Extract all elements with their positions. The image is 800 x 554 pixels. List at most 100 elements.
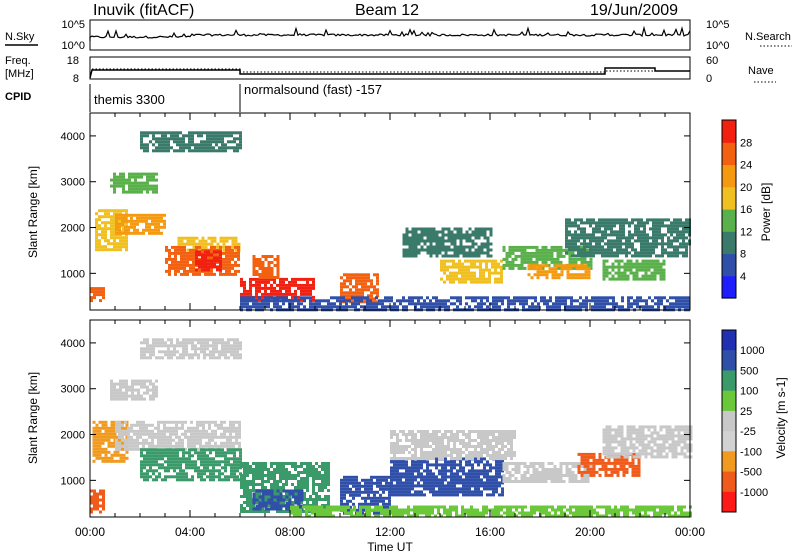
heatmap-cell xyxy=(243,299,246,303)
heatmap-cell xyxy=(571,257,575,261)
heatmap-cell xyxy=(224,460,227,464)
heatmap-cell xyxy=(134,394,137,398)
heatmap-cell xyxy=(477,233,481,237)
heatmap-cell xyxy=(210,236,214,240)
heatmap-cell xyxy=(168,263,171,267)
heatmap-cell xyxy=(236,350,239,354)
nsky-right-tick-top: 10^5 xyxy=(706,19,730,31)
heatmap-cell xyxy=(149,175,152,179)
heatmap-cell xyxy=(343,487,346,491)
heatmap-cell xyxy=(142,228,145,232)
heatmap-cell xyxy=(405,230,409,234)
heatmap-cell xyxy=(183,236,187,240)
heatmap-cell xyxy=(327,498,330,501)
heatmap-cell xyxy=(607,218,610,222)
heatmap-cell xyxy=(586,248,590,252)
heatmap-cell xyxy=(595,221,598,225)
heatmap-cell xyxy=(184,429,187,433)
heatmap-cell xyxy=(165,269,168,273)
heatmap-cell xyxy=(346,291,349,295)
heatmap-cell xyxy=(188,137,191,141)
heatmap-cell xyxy=(258,283,261,287)
heatmap-cell xyxy=(92,441,96,445)
heatmap-cell xyxy=(346,285,349,289)
heatmap-cell xyxy=(321,498,324,501)
heatmap-cell xyxy=(98,441,102,445)
heatmap-cell xyxy=(173,475,176,479)
heatmap-cell xyxy=(102,507,105,511)
heatmap-cell xyxy=(609,302,612,306)
heatmap-cell xyxy=(367,484,370,488)
heatmap-cell xyxy=(414,248,418,252)
heatmap-cell xyxy=(652,221,655,225)
heatmap-cell xyxy=(361,484,364,488)
heatmap-cell xyxy=(239,341,242,345)
heatmap-cell xyxy=(480,230,484,234)
heatmap-cell xyxy=(486,463,489,467)
heatmap-cell xyxy=(110,242,113,246)
heatmap-cell xyxy=(182,353,185,357)
heatmap-cell xyxy=(143,460,146,464)
heatmap-cell xyxy=(471,230,475,234)
heatmap-cell xyxy=(288,492,292,496)
heatmap-cell xyxy=(188,143,191,147)
heatmap-cell xyxy=(285,480,288,483)
heatmap-cell xyxy=(206,134,209,138)
heatmap-cell xyxy=(471,484,474,488)
heatmap-cell xyxy=(532,251,536,255)
heatmap-cell xyxy=(408,302,411,306)
heatmap-cell xyxy=(209,149,212,153)
heatmap-cell xyxy=(601,245,604,249)
heatmap-cell xyxy=(149,466,152,470)
heatmap-cell xyxy=(234,269,237,273)
heatmap-cell xyxy=(444,302,447,306)
heatmap-cell xyxy=(127,441,130,445)
heatmap-cell xyxy=(441,248,445,252)
heatmap-cell xyxy=(252,483,255,486)
heatmap-cell xyxy=(369,305,372,309)
heatmap-cell xyxy=(115,423,118,427)
heatmap-cell xyxy=(589,263,593,267)
heatmap-cell xyxy=(579,302,582,306)
heatmap-cell xyxy=(195,245,198,249)
heatmap-cell xyxy=(118,441,121,445)
heatmap-cell xyxy=(130,429,133,433)
heatmap-cell xyxy=(361,291,364,295)
heatmap-cell xyxy=(582,299,585,303)
heatmap-cell xyxy=(182,341,185,345)
heatmap-cell xyxy=(261,286,264,290)
heatmap-cell xyxy=(408,490,411,494)
heatmap-cell xyxy=(104,435,108,439)
heatmap-cell xyxy=(411,227,415,231)
heatmap-cell xyxy=(652,224,655,228)
heatmap-cell xyxy=(197,356,200,360)
heatmap-cell xyxy=(101,230,104,234)
heatmap-cell xyxy=(294,280,297,284)
heatmap-cell xyxy=(133,423,136,427)
heatmap-cell xyxy=(601,251,604,255)
heatmap-cell xyxy=(255,489,259,493)
heatmap-cell xyxy=(93,489,96,493)
heatmap-cell xyxy=(573,299,576,303)
heatmap-cell xyxy=(203,143,206,147)
heatmap-cell xyxy=(167,350,170,354)
heatmap-cell xyxy=(240,507,243,510)
heatmap-cell xyxy=(181,420,184,424)
heatmap-cell xyxy=(453,248,457,252)
heatmap-cell xyxy=(373,496,376,500)
heatmap-cell xyxy=(511,245,515,249)
heatmap-cell xyxy=(643,236,646,240)
heatmap-cell xyxy=(494,271,497,275)
heatmap-cell xyxy=(414,469,417,473)
heatmap-cell xyxy=(161,143,164,147)
heatmap-cell xyxy=(297,492,301,496)
heatmap-cell xyxy=(637,233,640,237)
nave-label: Nave xyxy=(748,65,774,77)
heatmap-cell xyxy=(136,228,139,232)
heatmap-cell xyxy=(360,299,363,303)
heatmap-cell xyxy=(229,438,232,442)
heatmap-cell xyxy=(200,350,203,354)
heatmap-cell xyxy=(405,484,408,488)
heatmap-cell xyxy=(349,294,352,298)
heatmap-cell xyxy=(589,242,592,246)
